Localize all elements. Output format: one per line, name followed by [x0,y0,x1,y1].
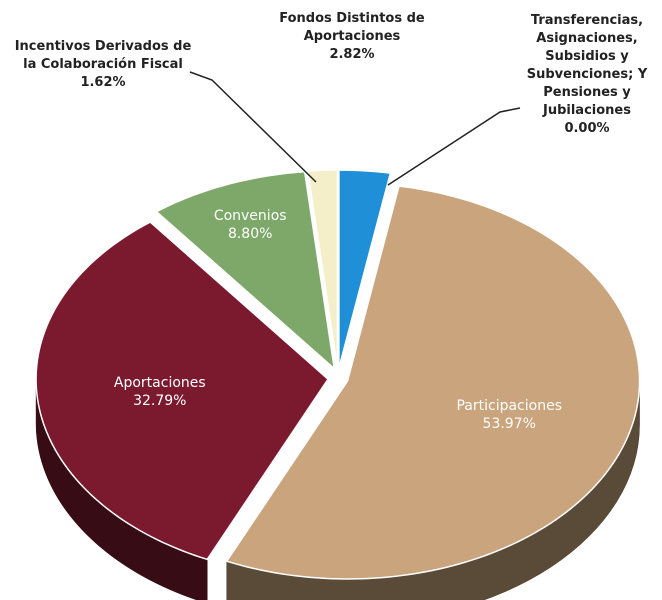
value-label: 0.00% [564,121,610,136]
category-label: Convenios [213,208,287,225]
slice-label: Transferencias, Asignaciones, Subsidios … [512,12,662,138]
slice-label: Aportaciones 32.79% [80,374,240,410]
value-label: 53.97% [482,416,536,433]
pie-slice [155,170,336,371]
slice-label: Convenios 8.80% [170,207,330,243]
category-label: Fondos Distintos de Aportaciones [279,11,425,44]
pie-slice [35,221,330,561]
value-label: 1.62% [80,75,126,90]
slice-label: Fondos Distintos de Aportaciones 2.82% [262,10,442,64]
value-label: 2.82% [329,47,375,62]
slice-label: Participaciones 53.97% [429,397,589,433]
category-label: Transferencias, Asignaciones, Subsidios … [526,13,648,118]
leader-line [189,71,317,183]
pie-slice [339,173,392,369]
category-label: Participaciones [456,398,562,415]
slice-label: Incentivos Derivados de la Colaboración … [8,38,198,92]
value-label: 32.79% [133,393,187,410]
category-label: Incentivos Derivados de la Colaboración … [14,39,192,72]
pie-slice [306,169,339,369]
category-label: Aportaciones [113,375,206,392]
value-label: 8.80% [227,226,273,243]
pie-slice [338,169,392,369]
leader-line [387,107,521,186]
pie-slice [225,185,641,580]
